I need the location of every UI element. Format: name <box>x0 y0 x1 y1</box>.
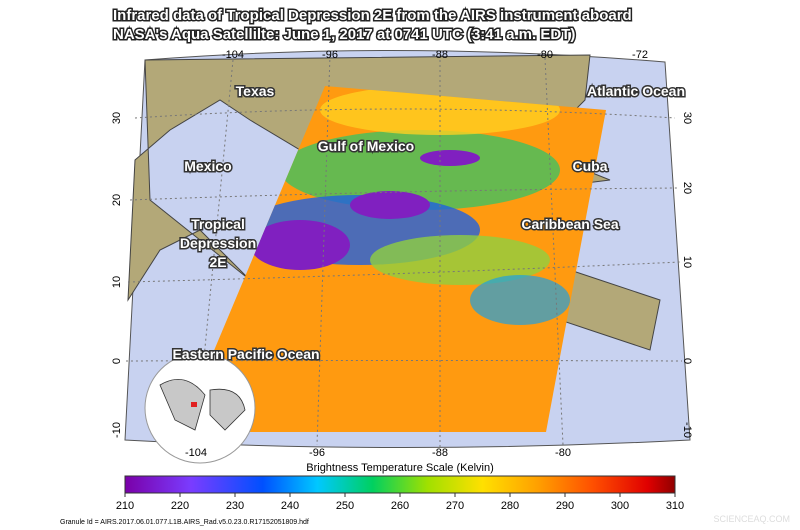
lon-label: -96 <box>309 447 325 459</box>
inset-marker <box>191 402 197 407</box>
lon-label: -96 <box>322 49 338 61</box>
title-line: Infrared data of Tropical Depression 2E … <box>113 7 632 24</box>
lat-label: 20 <box>111 194 123 206</box>
place-label: Texas <box>236 83 275 99</box>
place-label: Caribbean Sea <box>521 216 618 232</box>
granule-id: Granule Id = AIRS.2017.06.01.077.L1B.AIR… <box>60 519 309 526</box>
lon-label: -88 <box>432 49 448 61</box>
place-label: Atlantic Ocean <box>587 83 685 99</box>
title-block: Infrared data of Tropical Depression 2E … <box>112 6 634 45</box>
lat-label: 10 <box>111 276 123 288</box>
colorbar <box>124 475 676 494</box>
lat-label: 20 <box>681 182 693 194</box>
lat-label: -10 <box>681 422 693 438</box>
watermark: SCIENCEAQ.COM <box>713 514 790 524</box>
place-label: Mexico <box>184 158 231 174</box>
place-label: Eastern Pacific Ocean <box>172 346 319 362</box>
colorbar-tick-label: 270 <box>446 500 464 512</box>
lon-label: -104 <box>222 49 244 61</box>
colorbar-ticks: 210 220 230 240 250 260 270 280 290 300 310 <box>116 493 684 512</box>
lat-label: 30 <box>111 112 123 124</box>
colorbar-tick-label: 230 <box>226 500 244 512</box>
lon-label: -80 <box>555 447 571 459</box>
lon-label: -72 <box>632 49 648 61</box>
colorbar-tick-label: 220 <box>171 500 189 512</box>
place-labels: Texas Atlantic Ocean Gulf of Mexico Mexico C… <box>171 82 687 364</box>
lat-label: 0 <box>681 358 693 364</box>
colorbar-tick-label: 280 <box>501 500 519 512</box>
colorbar-tick-label: 250 <box>336 500 354 512</box>
lat-label: 0 <box>111 358 123 364</box>
lon-label: -80 <box>537 49 553 61</box>
colorbar-tick-label: 310 <box>666 500 684 512</box>
place-label: Depression <box>180 235 256 251</box>
map <box>124 49 691 464</box>
title-line: NASA's Aqua Satellilte: June 1, 2017 at … <box>113 26 575 43</box>
colorbar-tick-label: 240 <box>281 500 299 512</box>
place-label: 2E <box>209 254 226 270</box>
coordinate-labels: -104 -96 -88 -80 -72 -104 -96 -88 -80 30 20 10 0 -10 3… <box>111 49 693 459</box>
colorbar-tick-label: 300 <box>611 500 629 512</box>
lon-label: -88 <box>432 447 448 459</box>
place-label: Cuba <box>573 158 608 174</box>
lat-label: 10 <box>681 256 693 268</box>
lat-label: -10 <box>111 422 123 438</box>
colorbar-title: Brightness Temperature Scale (Kelvin) <box>306 462 494 474</box>
inset-land <box>159 378 246 431</box>
place-label: Tropical <box>191 216 245 232</box>
colorbar-tick-label: 210 <box>116 500 134 512</box>
lon-label: -104 <box>185 447 207 459</box>
colorbar-tick-label: 290 <box>556 500 574 512</box>
lat-label: 30 <box>681 112 693 124</box>
colorbar-tick-label: 260 <box>391 500 409 512</box>
place-label: Gulf of Mexico <box>318 138 414 154</box>
